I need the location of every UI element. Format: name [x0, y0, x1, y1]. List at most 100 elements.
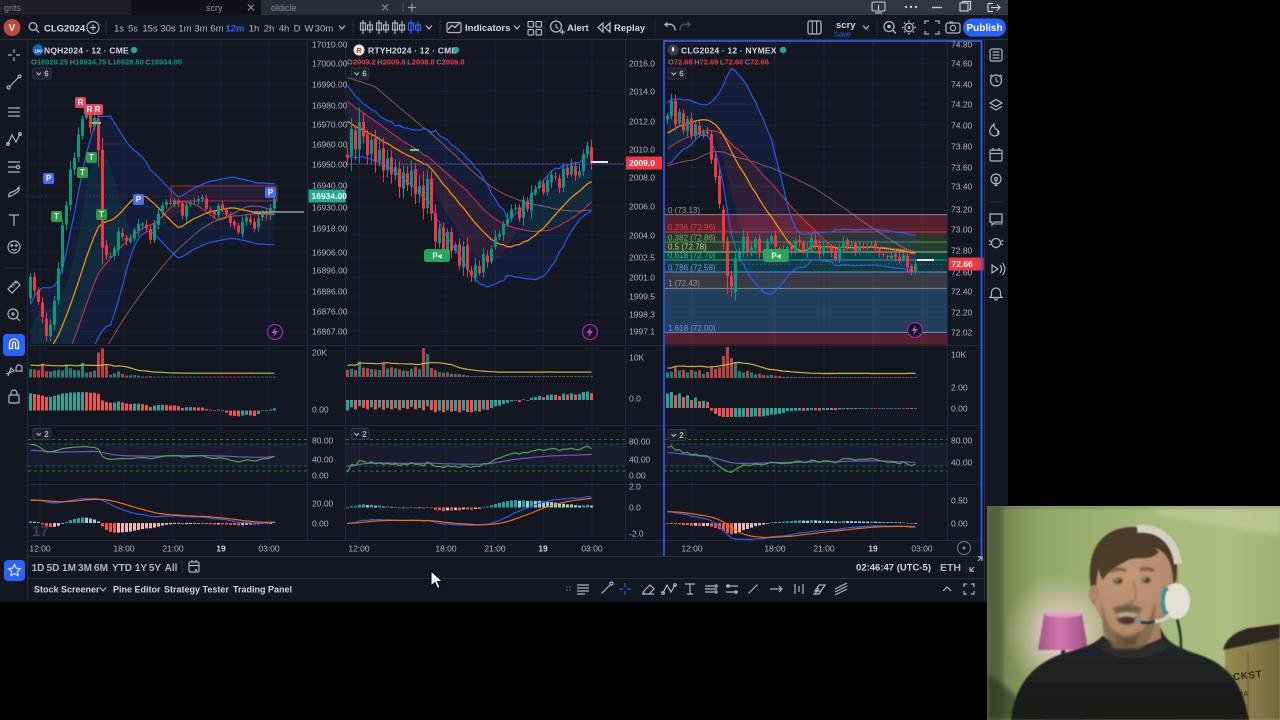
svg-text:-2.0: -2.0	[629, 528, 644, 538]
svg-text:16970.00: 16970.00	[312, 119, 348, 129]
svg-text:4h: 4h	[279, 24, 290, 35]
svg-text:1998.3: 1998.3	[629, 309, 655, 319]
svg-text:12:00: 12:00	[348, 544, 370, 554]
svg-text:W: W	[305, 24, 314, 35]
svg-text:P: P	[46, 174, 52, 183]
svg-text:O16929.25 H16934.75 L16928.50: O16929.25 H16934.75 L16928.50 C16934.00	[31, 58, 183, 67]
svg-text:0.5 (72.78): 0.5 (72.78)	[668, 243, 707, 252]
svg-text:O72.68 H72.69 L72.60 C72.66: O72.68 H72.69 L72.60 C72.66	[668, 58, 770, 67]
svg-text:0.0: 0.0	[629, 393, 641, 403]
svg-text:20.00: 20.00	[312, 498, 334, 508]
svg-text:40.00: 40.00	[312, 454, 334, 464]
svg-text:3M: 3M	[78, 563, 92, 574]
svg-text:1m: 1m	[178, 24, 191, 35]
svg-text:T: T	[54, 212, 59, 221]
svg-text:19: 19	[868, 544, 878, 554]
svg-text:ETH: ETH	[940, 562, 961, 574]
svg-text:6M: 6M	[94, 563, 108, 574]
svg-text:16934.00: 16934.00	[312, 191, 348, 201]
svg-text:oldicle: oldicle	[271, 3, 297, 13]
svg-text:2.0: 2.0	[629, 481, 641, 491]
svg-text:Save: Save	[834, 30, 851, 39]
svg-text:5s: 5s	[128, 24, 138, 35]
svg-text:16930.00: 16930.00	[312, 202, 348, 212]
svg-text:1 (72.43): 1 (72.43)	[668, 279, 700, 288]
svg-text:T: T	[99, 210, 104, 219]
svg-text:Stock Screener: Stock Screener	[34, 585, 100, 595]
svg-text:All: All	[165, 563, 178, 574]
svg-text:D: D	[294, 24, 301, 35]
svg-text:10K: 10K	[951, 349, 966, 359]
svg-text:16867.00: 16867.00	[312, 326, 348, 336]
svg-text:10K: 10K	[629, 352, 644, 362]
svg-text:CLG2024 · 12 · NYMEX: CLG2024 · 12 · NYMEX	[681, 46, 777, 56]
svg-text:17: 17	[32, 523, 49, 540]
svg-text:O2009.2 H2009.8 L2008.8 C2009.: O2009.2 H2009.8 L2008.8 C2009.0	[347, 58, 466, 67]
svg-text:Pine Editor: Pine Editor	[113, 585, 161, 595]
svg-text:2012.0: 2012.0	[629, 116, 655, 126]
svg-text:16906.00: 16906.00	[312, 247, 348, 257]
svg-text:2008.0: 2008.0	[629, 172, 655, 182]
svg-text:R: R	[87, 105, 93, 114]
svg-text:1Y: 1Y	[135, 563, 148, 574]
svg-text:YTD: YTD	[112, 563, 132, 574]
svg-text:12:00: 12:00	[29, 544, 51, 554]
svg-text:72.02: 72.02	[951, 327, 973, 337]
svg-text:T: T	[89, 153, 94, 162]
svg-text:17010.00: 17010.00	[312, 40, 348, 49]
svg-text:1h: 1h	[249, 24, 260, 35]
svg-text:1s: 1s	[114, 24, 124, 35]
svg-text:100: 100	[34, 48, 42, 53]
svg-text:0.00: 0.00	[629, 470, 646, 480]
svg-text:2014.0: 2014.0	[629, 86, 655, 96]
svg-text:80.00: 80.00	[629, 436, 651, 446]
svg-text:73.20: 73.20	[951, 204, 973, 214]
svg-text:72.40: 72.40	[951, 286, 973, 296]
svg-text:2.00: 2.00	[951, 382, 968, 392]
svg-text:73.80: 73.80	[951, 141, 973, 151]
svg-text:19: 19	[216, 544, 226, 554]
svg-text:0.00: 0.00	[312, 404, 329, 414]
svg-text:16896.00: 16896.00	[312, 265, 348, 275]
svg-text:0.00: 0.00	[312, 518, 329, 528]
svg-text:74.20: 74.20	[951, 99, 973, 109]
svg-text:NQH2024 · 12 · CME: NQH2024 · 12 · CME	[44, 46, 129, 56]
svg-text:80.00: 80.00	[312, 435, 334, 445]
svg-text:R: R	[78, 98, 84, 107]
svg-text:P: P	[268, 188, 274, 197]
svg-text:19: 19	[538, 544, 548, 554]
svg-text:73.60: 73.60	[951, 162, 973, 172]
svg-text:2001.0: 2001.0	[629, 272, 655, 282]
svg-text:6: 6	[679, 70, 684, 79]
svg-text:21:00: 21:00	[813, 544, 835, 554]
svg-text:grits: grits	[4, 3, 22, 13]
svg-text:03:00: 03:00	[911, 544, 933, 554]
svg-text:T: T	[80, 168, 85, 177]
svg-text:17000.00: 17000.00	[312, 58, 348, 68]
svg-text:73.40: 73.40	[951, 181, 973, 191]
svg-text:74.60: 74.60	[951, 58, 973, 68]
svg-text:16876.00: 16876.00	[312, 306, 348, 316]
svg-text:scry: scry	[206, 3, 223, 13]
svg-text:72.60: 72.60	[951, 267, 973, 277]
svg-text:20K: 20K	[312, 347, 327, 357]
svg-text:6: 6	[362, 70, 367, 79]
svg-text:02:46:47 (UTC-5): 02:46:47 (UTC-5)	[856, 563, 931, 574]
svg-text:2010.0: 2010.0	[629, 144, 655, 154]
svg-text:0.00: 0.00	[951, 518, 968, 528]
svg-text:0.00: 0.00	[312, 470, 329, 480]
svg-text:1997.1: 1997.1	[629, 326, 655, 336]
svg-text:Strategy Tester: Strategy Tester	[164, 585, 229, 595]
svg-text:0.618 (72.70): 0.618 (72.70)	[668, 251, 716, 260]
svg-text:80.00: 80.00	[951, 435, 973, 445]
svg-text:18:00: 18:00	[764, 544, 786, 554]
svg-text:16918.00: 16918.00	[312, 223, 348, 233]
svg-text:6m: 6m	[210, 24, 223, 35]
svg-text:5D: 5D	[47, 563, 60, 574]
svg-text:40.00: 40.00	[951, 457, 973, 467]
svg-text:Replay: Replay	[614, 23, 646, 34]
svg-text:16886.00: 16886.00	[312, 286, 348, 296]
svg-text:16940.00: 16940.00	[312, 180, 348, 190]
svg-text:16950.00: 16950.00	[312, 159, 348, 169]
svg-text:72.80: 72.80	[951, 245, 973, 255]
